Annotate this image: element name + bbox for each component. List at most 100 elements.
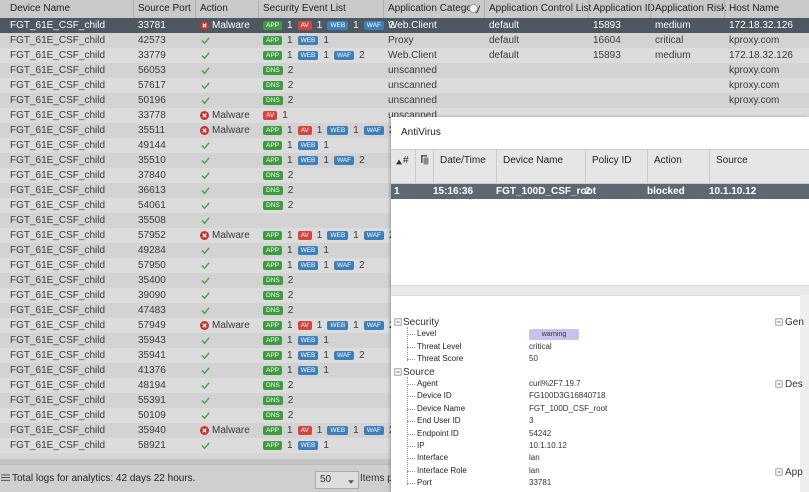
check-icon xyxy=(201,201,210,210)
event-count: 1 xyxy=(287,35,293,46)
tree-branch xyxy=(407,334,415,336)
event-badge: DNS xyxy=(263,186,283,195)
cell-device: FGT_61E_CSF_child xyxy=(10,140,106,151)
page-size-select[interactable]: 50 xyxy=(315,471,359,489)
table-row[interactable]: FGT_61E_CSF_child 33779 APP 1 WEB 1 WAF 2 Web.Cl… xyxy=(0,48,809,63)
column-header[interactable]: Source Port xyxy=(138,3,191,14)
column-divider xyxy=(588,0,589,18)
check-icon xyxy=(201,291,210,300)
cell-device: FGT_61E_CSF_child xyxy=(10,170,106,181)
cell-port: 35510 xyxy=(138,155,166,166)
table-row[interactable]: FGT_61E_CSF_child 50196 DNS 2 unscanned kprox… xyxy=(0,93,809,108)
tree-branch xyxy=(407,483,415,485)
event-count: 1 xyxy=(287,20,293,31)
event-badge: APP xyxy=(263,246,283,255)
tree-branch xyxy=(407,359,415,361)
event-badge: APP xyxy=(263,156,283,165)
event-count: 1 xyxy=(323,365,329,376)
sort-asc-icon xyxy=(396,157,402,165)
column-header[interactable]: Security Event List xyxy=(263,3,346,14)
event-count: 2 xyxy=(287,170,294,181)
cell-port: 35511 xyxy=(138,125,166,136)
event-badge: APP xyxy=(263,426,283,435)
event-badge: APP xyxy=(263,231,283,240)
section-title: Security xyxy=(403,317,440,328)
field-value: 50 xyxy=(529,354,538,364)
event-count: 1 xyxy=(282,110,288,121)
table-row[interactable]: FGT_61E_CSF_child 42573 APP 1 WEB 1 Proxy defau… xyxy=(0,33,809,48)
event-count: 1 xyxy=(287,50,293,61)
field-value: 33781 xyxy=(529,478,552,488)
check-icon xyxy=(201,276,210,285)
column-divider xyxy=(496,150,497,183)
cell-device: FGT_61E_CSF_child xyxy=(10,395,106,406)
page-size-label: Items pe xyxy=(360,473,399,484)
table-row[interactable]: FGT_61E_CSF_child 33781 Malware APP 1 AV 1 WEB 1… xyxy=(0,18,809,33)
table-row[interactable]: FGT_61E_CSF_child 57617 DNS 2 unscanned kprox… xyxy=(0,78,809,93)
cell-host: 172.18.32.126 xyxy=(729,50,793,61)
cell-device: FGT_61E_CSF_child xyxy=(10,425,106,436)
modal-cell: FGT_100D_CSF_root xyxy=(496,186,597,197)
field-value: FGT_100D_CSF_root xyxy=(529,403,608,413)
modal-column-header[interactable]: Action xyxy=(654,155,682,166)
tree-branch xyxy=(407,384,415,386)
event-count: 2 xyxy=(287,185,294,196)
modal-column-header[interactable]: Date/Time xyxy=(440,155,486,166)
attachment-icon xyxy=(420,155,430,166)
cell-control: default xyxy=(489,35,520,46)
event-list: DNS 2 xyxy=(263,410,293,421)
tree-branch xyxy=(407,470,415,473)
column-divider xyxy=(133,0,134,18)
modal-column-header[interactable]: Policy ID xyxy=(592,155,632,166)
modal-column-header[interactable]: Source xyxy=(716,155,748,166)
column-header[interactable]: Host Name xyxy=(729,3,780,14)
event-list: APP 1 WEB 1 xyxy=(263,365,329,376)
event-list: APP 1 WEB 1 xyxy=(263,440,329,451)
check-icon xyxy=(201,396,210,405)
cell-port: 58921 xyxy=(138,440,166,451)
collapse-icon xyxy=(775,318,783,326)
column-header[interactable]: Action xyxy=(200,3,228,14)
cell-app_id: 16604 xyxy=(593,35,621,46)
cell-category: unscanned xyxy=(388,95,437,106)
modal-column-header[interactable]: # xyxy=(403,155,409,166)
event-list: DNS 2 xyxy=(263,185,293,196)
event-badge: WEB xyxy=(297,441,319,450)
event-list: APP 1 WEB 1 WAF 2 xyxy=(263,50,365,61)
event-badge: WAF xyxy=(363,231,384,240)
cell-device: FGT_61E_CSF_child xyxy=(10,320,106,331)
event-badge: WEB xyxy=(297,336,319,345)
column-divider xyxy=(433,150,434,183)
tree-branch xyxy=(407,421,415,423)
cell-device: FGT_61E_CSF_child xyxy=(10,365,106,376)
event-count: 1 xyxy=(287,365,293,376)
event-badge: AV xyxy=(297,126,312,135)
event-badge: APP xyxy=(263,366,283,375)
event-count: 1 xyxy=(316,125,323,136)
cell-device: FGT_61E_CSF_child xyxy=(10,260,106,271)
modal-row[interactable]: 1 15:16:36 FGT_100D_CSF_root 2 blocked 10.1.1… xyxy=(391,184,809,199)
event-badge: DNS xyxy=(263,411,283,420)
column-header[interactable]: Device Name xyxy=(10,3,71,14)
column-header[interactable]: Application Control List xyxy=(489,3,592,14)
check-icon xyxy=(201,336,210,345)
column-header[interactable]: Application Risk xyxy=(655,3,727,14)
column-header[interactable]: Application Category xyxy=(388,3,481,14)
column-header[interactable]: Application ID xyxy=(593,3,655,14)
event-count: 2 xyxy=(287,95,294,106)
cell-port: 33778 xyxy=(138,110,166,121)
table-row[interactable]: FGT_61E_CSF_child 56053 DNS 2 unscanned kprox… xyxy=(0,63,809,78)
side-section-title: Des xyxy=(785,379,803,390)
modal-column-header[interactable]: Device Name xyxy=(503,155,564,166)
event-count: 2 xyxy=(287,380,294,391)
check-icon xyxy=(201,261,210,270)
event-count: 1 xyxy=(323,245,329,256)
check-icon xyxy=(201,351,210,360)
event-count: 1 xyxy=(287,125,293,136)
cell-device: FGT_61E_CSF_child xyxy=(10,305,106,316)
modal: AntiVirus # Date/Time Device Name Policy ID A… xyxy=(391,117,809,492)
event-count: 1 xyxy=(323,155,329,166)
event-count: 1 xyxy=(353,230,359,241)
